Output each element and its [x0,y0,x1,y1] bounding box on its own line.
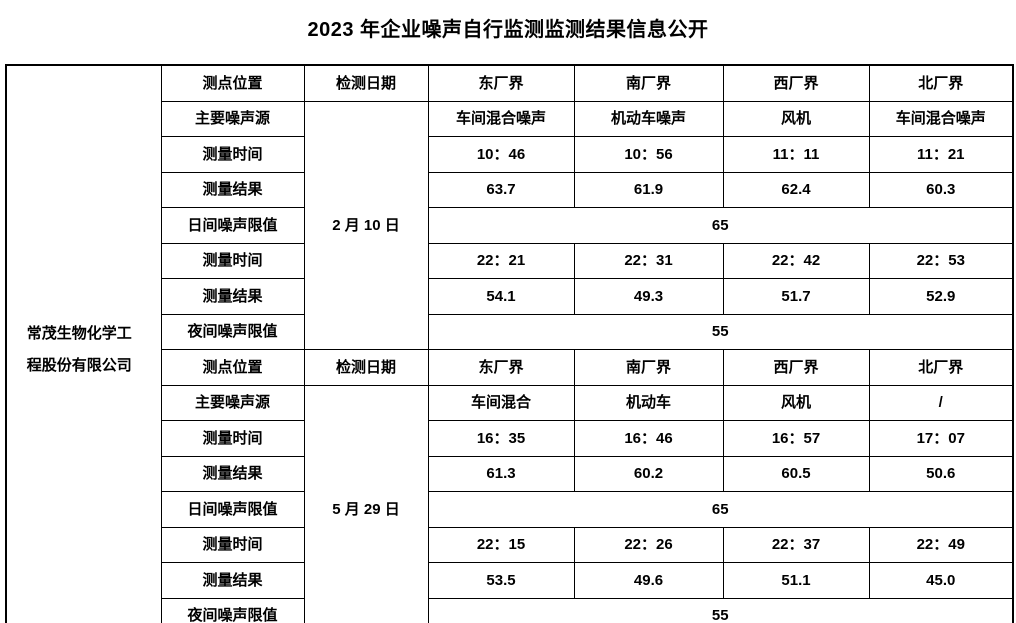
table-row: 主要噪声源 2 月 10 日 车间混合噪声 机动车噪声 风机 车间混合噪声 [6,100,1014,350]
inspection-date: 2 月 10 日 [303,100,429,350]
night-time-north: 22：53 [868,242,1014,279]
day-time-north: 17：07 [868,420,1014,457]
day-result-east: 61.3 [427,455,575,492]
day-time-south: 10：56 [573,136,724,173]
night-time-south: 22：31 [573,242,724,279]
table-row: 主要噪声源 5 月 29 日 车间混合 机动车 风机 / [6,384,1014,623]
night-limit-value: 55 [427,313,1014,350]
noise-source-south: 机动车噪声 [573,100,724,137]
boundary-header-south: 南厂界 [573,349,724,386]
row-label-noise-source: 主要噪声源 [160,384,305,421]
night-limit-value: 55 [427,597,1014,623]
table-row: 测量结果 61.3 60.2 60.5 50.6 [6,455,1014,492]
noise-source-east: 车间混合 [427,384,575,421]
header-location-label: 测点位置 [160,64,305,102]
day-limit-value: 65 [427,207,1014,244]
night-result-east: 54.1 [427,278,575,315]
row-label-night-limit: 夜间噪声限值 [160,313,305,350]
row-label-day-limit: 日间噪声限值 [160,491,305,528]
night-result-south: 49.6 [573,562,724,599]
day-time-east: 16：35 [427,420,575,457]
day-time-south: 16：46 [573,420,724,457]
boundary-header-north: 北厂界 [868,349,1014,386]
table-row: 测量结果 63.7 61.9 62.4 60.3 [6,171,1014,208]
row-label-day-limit: 日间噪声限值 [160,207,305,244]
row-label-noise-source: 主要噪声源 [160,100,305,137]
day-result-south: 60.2 [573,455,724,492]
day-result-east: 63.7 [427,171,575,208]
row-label-measure-result: 测量结果 [160,455,305,492]
header-date-label: 检测日期 [303,349,429,386]
row-label-measure-result: 测量结果 [160,562,305,599]
night-time-west: 22：37 [722,526,870,563]
boundary-header-west: 西厂界 [722,349,870,386]
table-row: 日间噪声限值 65 [6,491,1014,528]
header-date-label: 检测日期 [303,64,429,102]
noise-source-south: 机动车 [573,384,724,421]
day-result-south: 61.9 [573,171,724,208]
night-time-east: 22：21 [427,242,575,279]
table-row: 测量时间 22：15 22：26 22：37 22：49 [6,526,1014,563]
day-result-west: 62.4 [722,171,870,208]
day-result-west: 60.5 [722,455,870,492]
row-label-measure-result: 测量结果 [160,278,305,315]
day-time-west: 16：57 [722,420,870,457]
company-name-cell: 常茂生物化学工程股份有限公司 [5,64,162,623]
row-label-measure-result: 测量结果 [160,171,305,208]
night-result-west: 51.7 [722,278,870,315]
row-label-measure-time: 测量时间 [160,526,305,563]
row-label-measure-time: 测量时间 [160,136,305,173]
night-time-east: 22：15 [427,526,575,563]
row-label-measure-time: 测量时间 [160,420,305,457]
table-row: 夜间噪声限值 55 [6,313,1014,350]
table-row: 测点位置 检测日期 东厂界 南厂界 西厂界 北厂界 [6,349,1014,386]
table-row: 常茂生物化学工程股份有限公司 测点位置 检测日期 东厂界 南厂界 西厂界 北厂界 [5,64,1014,623]
page-title: 2023 年企业噪声自行监测监测结果信息公开 [307,19,709,41]
night-time-west: 22：42 [722,242,870,279]
noise-monitoring-table: 常茂生物化学工程股份有限公司 测点位置 检测日期 东厂界 南厂界 西厂界 北厂界… [5,64,1014,623]
noise-source-north: 车间混合噪声 [868,100,1014,137]
table-row: 测量结果 53.5 49.6 51.1 45.0 [6,562,1014,599]
header-location-label: 测点位置 [160,349,305,386]
table-row: 夜间噪声限值 55 [6,597,1014,623]
day-result-north: 50.6 [868,455,1014,492]
company-name: 常茂生物化学工程股份有限公司 [26,324,132,374]
noise-source-east: 车间混合噪声 [427,100,575,137]
boundary-header-west: 西厂界 [722,64,870,102]
boundary-header-south: 南厂界 [573,64,724,102]
day-time-west: 11：11 [722,136,870,173]
night-time-south: 22：26 [573,526,724,563]
night-time-north: 22：49 [868,526,1014,563]
row-label-night-limit: 夜间噪声限值 [160,597,305,623]
night-result-north: 45.0 [868,562,1014,599]
boundary-header-east: 东厂界 [427,64,575,102]
noise-source-north: / [868,384,1014,421]
table-row: 测量时间 10：46 10：56 11：11 11：21 [6,136,1014,173]
table-row: 测量结果 54.1 49.3 51.7 52.9 [6,278,1014,315]
boundary-header-north: 北厂界 [868,64,1014,102]
row-label-measure-time: 测量时间 [160,242,305,279]
inspection-date: 5 月 29 日 [303,384,429,623]
night-result-south: 49.3 [573,278,724,315]
night-result-west: 51.1 [722,562,870,599]
day-limit-value: 65 [427,491,1014,528]
boundary-header-east: 东厂界 [427,349,575,386]
noise-source-west: 风机 [722,384,870,421]
day-time-east: 10：46 [427,136,575,173]
day-time-north: 11：21 [868,136,1014,173]
night-result-north: 52.9 [868,278,1014,315]
day-result-north: 60.3 [868,171,1014,208]
night-result-east: 53.5 [427,562,575,599]
noise-source-west: 风机 [722,100,870,137]
table-row: 测量时间 22：21 22：31 22：42 22：53 [6,242,1014,279]
